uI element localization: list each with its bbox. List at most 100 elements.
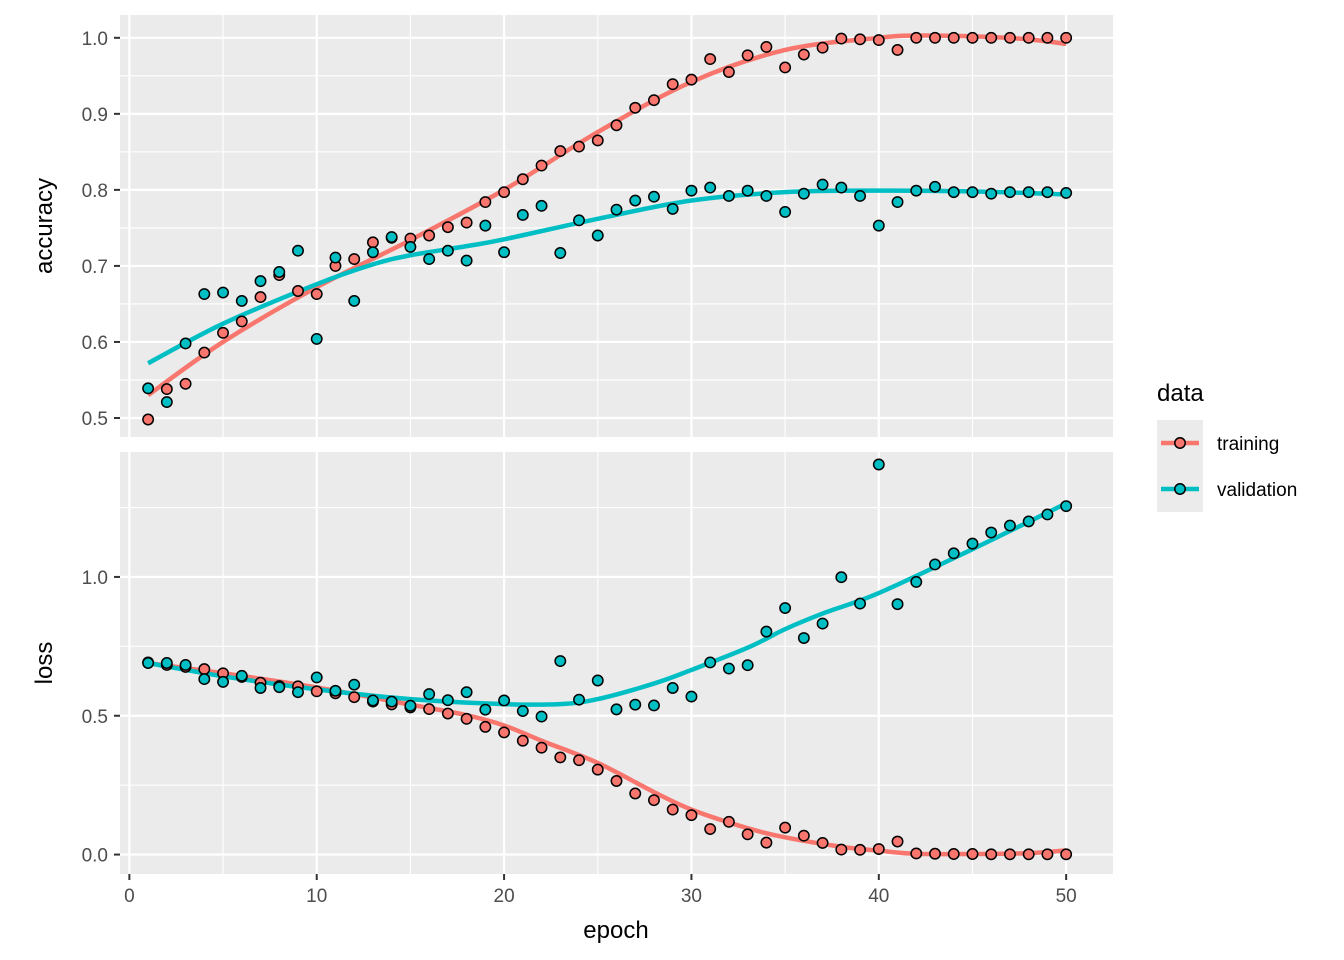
training-loss-point [722,815,735,828]
training-loss-point [516,734,529,747]
loss-y-axis-title: loss [31,642,58,685]
validation-loss-point [1060,500,1073,513]
validation-accuracy-point [797,187,810,200]
validation-loss-point [217,675,229,688]
x-tick-label: 40 [868,886,889,907]
legend: data training validation [1157,380,1297,512]
loss-y-tick-label: 1.0 [82,568,108,589]
validation-loss-point [554,655,567,668]
legend-key-point [1174,483,1186,495]
training-loss-point [985,848,998,861]
validation-loss-point [760,625,773,638]
training-accuracy-point [348,253,361,266]
training-accuracy-point [685,73,698,86]
training-loss-point [835,843,848,856]
validation-loss-point [947,547,960,560]
accuracy-y-tick-label: 0.8 [82,181,108,202]
validation-accuracy-point [385,231,398,243]
validation-accuracy-point [404,240,417,253]
training-loss-point [910,847,923,860]
training-accuracy-point [460,216,473,229]
validation-loss-point [198,673,211,686]
validation-loss-point [854,597,867,610]
training-accuracy-point [498,186,511,199]
training-accuracy-point [235,315,248,328]
training-loss-point [816,836,829,849]
validation-accuracy-point [985,187,998,200]
validation-accuracy-point [741,184,754,197]
training-accuracy-point [591,134,604,147]
validation-accuracy-point [666,202,679,215]
validation-loss-point [498,694,511,707]
validation-loss-point [460,686,473,699]
training-accuracy-point [891,44,904,56]
training-accuracy-point [722,66,735,78]
training-accuracy-point [985,31,998,44]
training-loss-point [648,794,660,807]
accuracy-panel: 0.5 0.6 0.7 0.8 0.9 1.0 accuracy [31,15,1113,437]
validation-loss-point [142,657,155,669]
validation-loss-point [441,694,454,707]
training-loss-point [685,809,698,822]
validation-loss-point [573,693,585,706]
validation-accuracy-point [910,184,923,197]
validation-accuracy-point [1022,186,1035,199]
validation-accuracy-point [760,190,773,202]
validation-accuracy-point [1041,186,1054,199]
training-loss-point [1004,848,1016,861]
validation-accuracy-point [891,196,904,208]
legend-key-point [1174,437,1186,449]
legend-title: data [1157,380,1204,407]
validation-loss-point [629,698,642,711]
validation-loss-point [1004,519,1016,532]
training-accuracy-point [741,49,754,62]
training-accuracy-point [648,94,660,107]
validation-loss-point [329,684,342,697]
legend-keys: training validation [1157,420,1297,512]
validation-loss-point [292,686,304,699]
validation-loss-point [685,690,698,703]
validation-loss-point [872,458,885,471]
validation-accuracy-point [142,382,155,395]
accuracy-y-axis: 0.5 0.6 0.7 0.8 0.9 1.0 [82,29,120,430]
training-accuracy-point [929,31,941,44]
legend-label-validation: validation [1217,480,1297,501]
validation-accuracy-point [704,181,717,194]
training-loss-point [610,775,623,787]
validation-accuracy-point [310,332,323,345]
validation-accuracy-point [535,199,548,212]
validation-accuracy-point [573,214,585,227]
validation-accuracy-point [872,219,885,232]
validation-accuracy-point [460,254,473,267]
validation-accuracy-point [235,294,248,307]
training-loss-point [1041,848,1054,861]
training-loss-point [554,751,567,764]
training-accuracy-point [610,119,623,132]
training-loss-point [1060,848,1073,861]
validation-accuracy-point [366,246,379,259]
training-accuracy-point [479,196,492,208]
training-loss-point [498,726,511,739]
validation-accuracy-point [722,190,735,202]
training-accuracy-point [179,377,192,390]
validation-loss-point [310,671,323,684]
x-axis: 0 10 20 30 40 50 [124,874,1077,907]
validation-accuracy-point [610,203,623,216]
training-loss-point [666,803,679,816]
validation-accuracy-point [966,186,979,199]
validation-loss-point [179,658,192,671]
training-accuracy-point [554,145,567,158]
loss-gridlines [120,452,1113,874]
training-accuracy-point [423,229,436,242]
training-accuracy-point [835,32,848,45]
validation-accuracy-point [1004,186,1016,199]
training-loss-point [535,741,548,754]
validation-accuracy-point [160,396,173,408]
validation-accuracy-point [554,247,567,259]
training-loss-point [591,763,604,776]
training-accuracy-point [198,346,211,359]
accuracy-panel-background [120,15,1113,437]
training-accuracy-point [254,291,267,304]
training-accuracy-point [666,78,679,91]
validation-loss-point [235,669,248,682]
